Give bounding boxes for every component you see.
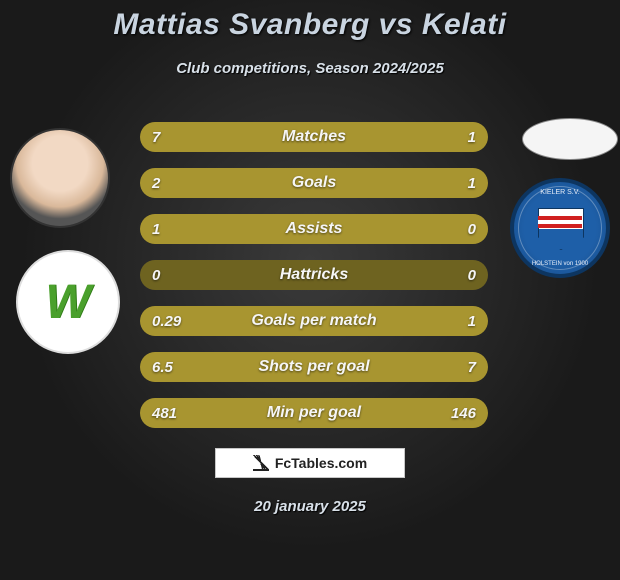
player-right-avatar [522, 118, 618, 160]
shield-icon [538, 202, 582, 254]
stat-row: 21Goals [140, 168, 488, 198]
stats-bars-container: 71Matches 21Goals 10Assists 00Hattricks 0.29… [140, 122, 488, 444]
club-right-badge: KIELER S.V. HOLSTEIN von 1900 [510, 178, 610, 278]
stat-label: Goals [140, 168, 488, 198]
brand-badge[interactable]: FcTables.com [215, 448, 405, 478]
stat-row: 00Hattricks [140, 260, 488, 290]
club-left-glyph: W [45, 275, 90, 330]
stat-row: 6.57Shots per goal [140, 352, 488, 382]
stat-row: 0.291Goals per match [140, 306, 488, 336]
page-title: Mattias Svanberg vs Kelati [0, 0, 620, 42]
brand-label: FcTables.com [275, 455, 367, 471]
club-right-ring-top: KIELER S.V. [519, 189, 601, 196]
stat-row: 481146Min per goal [140, 398, 488, 428]
stat-label: Goals per match [140, 306, 488, 336]
stat-label: Hattricks [140, 260, 488, 290]
player-left-avatar [10, 128, 110, 228]
comparison-card: Mattias Svanberg vs Kelati Club competit… [0, 0, 620, 580]
stat-label: Assists [140, 214, 488, 244]
fctables-logo-icon [253, 455, 269, 471]
stat-label: Shots per goal [140, 352, 488, 382]
stat-label: Matches [140, 122, 488, 152]
stat-row: 10Assists [140, 214, 488, 244]
club-left-badge: W [18, 252, 118, 352]
stat-label: Min per goal [140, 398, 488, 428]
subtitle: Club competitions, Season 2024/2025 [0, 60, 620, 77]
date-label: 20 january 2025 [0, 498, 620, 515]
club-right-ring-bottom: HOLSTEIN von 1900 [519, 261, 601, 267]
stat-row: 71Matches [140, 122, 488, 152]
